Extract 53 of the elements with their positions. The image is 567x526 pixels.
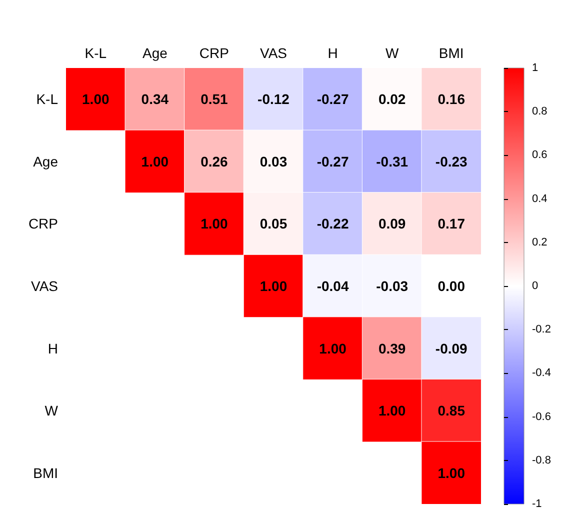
data-label: 0.03: [260, 153, 288, 170]
data-label: 0.02: [378, 91, 406, 108]
data-label: 0.51: [200, 91, 228, 108]
color-bar-label: 0.2: [532, 236, 548, 248]
y-tick-label: CRP: [28, 216, 58, 232]
x-tick-label: W: [385, 45, 400, 61]
x-tick-label: VAS: [260, 45, 287, 61]
data-label: 0.85: [438, 402, 466, 419]
data-label: 1.00: [260, 278, 288, 294]
y-tick-label: VAS: [31, 278, 58, 294]
data-label: 1.00: [319, 340, 347, 356]
y-tick-label: BMI: [33, 464, 58, 481]
color-bar-label: -0.2: [532, 324, 551, 336]
data-label: -0.12: [258, 91, 290, 108]
color-bar-label: -0.4: [532, 367, 551, 380]
data-label: 1.00: [378, 402, 406, 419]
color-bar-label: -0.6: [532, 410, 551, 423]
x-tick-label: CRP: [199, 45, 229, 61]
data-label: 1.00: [200, 216, 228, 232]
data-label: 1.00: [438, 464, 466, 481]
color-bar-label: 0.8: [532, 106, 548, 118]
data-label: 0.26: [200, 153, 228, 170]
color-bar-label: -1: [532, 498, 542, 510]
data-label: -0.31: [376, 153, 408, 170]
data-label: -0.03: [376, 278, 408, 294]
data-label: -0.27: [316, 153, 349, 170]
data-label: -0.23: [435, 153, 468, 170]
y-tick-label: W: [44, 402, 59, 419]
data-label: 1.00: [82, 91, 110, 108]
color-bar-label: 1: [532, 62, 538, 74]
x-tick-label: Age: [142, 45, 168, 61]
color-bar-label: 0: [532, 280, 538, 292]
data-label: 0.39: [378, 340, 406, 356]
data-label: 0.05: [260, 216, 288, 232]
data-label: 0.17: [438, 216, 466, 232]
y-tick-label: Age: [33, 153, 58, 170]
x-tick-label: K-L: [84, 45, 107, 61]
color-bar-label: 0.6: [532, 149, 548, 162]
y-tick-label: H: [48, 340, 58, 356]
color-bar-label: -0.8: [532, 454, 551, 466]
y-tick-label: K-L: [36, 91, 58, 108]
data-label: 0.34: [141, 91, 169, 108]
data-label: -0.22: [316, 216, 349, 232]
x-tick-label: BMI: [438, 45, 464, 61]
data-label: 0.00: [438, 278, 466, 294]
data-label: 0.16: [438, 91, 466, 108]
data-label: 0.09: [378, 216, 406, 232]
x-tick-label: H: [328, 45, 338, 61]
data-label: 1.00: [141, 153, 169, 170]
data-label: -0.09: [435, 340, 468, 356]
data-label: -0.04: [316, 278, 349, 294]
data-label: -0.27: [316, 91, 349, 108]
color-bar-label: 0.4: [532, 192, 548, 205]
